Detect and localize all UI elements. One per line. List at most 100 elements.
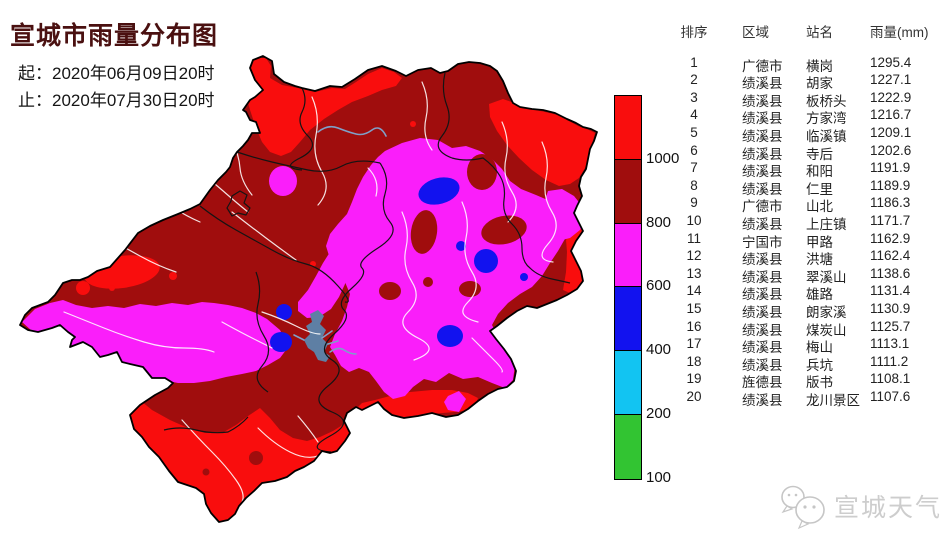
cell-region: 绩溪县	[742, 181, 783, 197]
cell-rank: 8	[690, 177, 698, 193]
header-rank: 排序	[680, 25, 708, 40]
cell-rank: 5	[690, 124, 698, 140]
rain-zone-600-800mm	[22, 138, 585, 412]
cell-rainfall: 1216.7	[870, 107, 912, 123]
table-row: 15 绩溪县 朗家溪 1130.9	[0, 300, 952, 320]
period: 起：2020年06月09日20时 止：2020年07月30日20时	[18, 60, 215, 114]
legend-segment	[615, 351, 641, 415]
cell-station: 煤炭山	[806, 322, 847, 338]
table-row: 1 广德市 横岗 1295.4	[0, 54, 952, 74]
cell-rainfall: 1107.6	[870, 388, 911, 404]
cell-rainfall: 1186.3	[870, 195, 911, 211]
cell-rank: 20	[686, 388, 702, 404]
cell-region: 广德市	[742, 58, 783, 74]
watermark: 宣城天气	[778, 482, 942, 530]
cell-region: 绩溪县	[742, 322, 783, 338]
cell-station: 雄路	[806, 287, 833, 303]
period-end: 止：2020年07月30日20时	[18, 91, 215, 110]
table-row: 7 绩溪县 和阳 1191.9	[0, 160, 952, 180]
legend-label: 600	[646, 277, 672, 295]
cell-rainfall: 1191.9	[870, 160, 911, 176]
cell-rainfall: 1222.9	[870, 89, 912, 105]
cell-station: 龙川景区	[806, 392, 860, 408]
cell-rank: 19	[686, 371, 702, 387]
cell-region: 旌德县	[742, 375, 783, 391]
cell-region: 绩溪县	[742, 216, 783, 232]
legend-segment	[615, 159, 641, 224]
cell-station: 板桥头	[806, 93, 847, 109]
cell-station: 仁里	[806, 181, 833, 197]
cell-rank: 13	[686, 265, 702, 281]
cell-station: 甲路	[806, 234, 833, 250]
cell-rank: 12	[686, 248, 702, 264]
cell-region: 宁国市	[742, 234, 783, 250]
cell-station: 版书	[806, 375, 833, 391]
cell-rainfall: 1202.6	[870, 142, 912, 158]
table-row: 6 绩溪县 寺后 1202.6	[0, 142, 952, 162]
header-rainfall: 雨量(mm)	[870, 25, 929, 40]
cell-station: 洪塘	[806, 252, 833, 268]
table-row: 20 绩溪县 龙川景区 1107.6	[0, 388, 952, 408]
legend-segment	[615, 287, 641, 352]
cell-region: 绩溪县	[742, 269, 783, 285]
cell-station: 胡家	[806, 76, 833, 92]
table-row: 13 绩溪县 翠溪山 1138.6	[0, 265, 952, 285]
wechat-icon	[781, 485, 825, 530]
cell-rank: 6	[690, 142, 698, 158]
cell-region: 绩溪县	[742, 357, 783, 373]
cell-rank: 18	[686, 353, 702, 369]
cell-station: 方家湾	[806, 111, 847, 127]
cell-rainfall: 1162.9	[870, 230, 911, 246]
cell-rainfall: 1111.2	[870, 353, 909, 369]
cell-rank: 17	[686, 336, 702, 352]
cell-region: 绩溪县	[742, 304, 783, 320]
cell-rank: 4	[690, 107, 698, 123]
cell-station: 上庄镇	[806, 216, 847, 232]
cell-rank: 9	[690, 195, 698, 211]
cell-rainfall: 1130.9	[870, 300, 911, 316]
page-title: 宣城市雨量分布图	[10, 22, 219, 50]
cell-station: 翠溪山	[806, 269, 847, 285]
cell-rank: 14	[686, 283, 702, 299]
cell-rainfall: 1227.1	[870, 72, 912, 88]
cell-rank: 1	[690, 54, 698, 70]
table-row: 17 绩溪县 梅山 1113.1	[0, 336, 952, 356]
cell-rainfall: 1138.6	[870, 265, 911, 281]
cell-region: 绩溪县	[742, 164, 783, 180]
cell-station: 和阳	[806, 164, 833, 180]
cell-rainfall: 1113.1	[870, 336, 910, 352]
cell-station: 横岗	[806, 58, 833, 74]
rain-zone-800-1000mm-islands	[202, 154, 527, 476]
cell-rank: 10	[686, 212, 702, 228]
cell-rainfall: 1125.7	[870, 318, 911, 334]
cell-rainfall: 1108.1	[870, 371, 911, 387]
cell-station: 临溪镇	[806, 128, 847, 144]
table-row: 10 绩溪县 上庄镇 1171.7	[0, 212, 952, 232]
cell-station: 兵坑	[806, 357, 833, 373]
header-station: 站名	[806, 25, 833, 40]
table-row: 19 旌德县 版书 1108.1	[0, 371, 952, 391]
table-row: 8 绩溪县 仁里 1189.9	[0, 177, 952, 197]
table-row: 5 绩溪县 临溪镇 1209.1	[0, 124, 952, 144]
cell-region: 绩溪县	[742, 392, 783, 408]
city-outline	[19, 55, 598, 523]
watermark-text: 宣城天气	[834, 494, 943, 522]
table-row: 12 绩溪县 洪塘 1162.4	[0, 248, 952, 268]
cell-rank: 16	[686, 318, 702, 334]
cell-region: 绩溪县	[742, 252, 783, 268]
cell-rank: 15	[686, 300, 702, 316]
cell-station: 梅山	[806, 340, 833, 356]
cell-station: 朗家溪	[806, 304, 847, 320]
cell-rainfall: 1295.4	[870, 54, 912, 70]
cell-rank: 3	[690, 89, 698, 105]
legend-label: 800	[646, 213, 672, 231]
legend-label: 1000	[646, 149, 680, 167]
header-region: 区域	[742, 25, 769, 40]
legend-segment	[615, 223, 641, 288]
reservoir	[293, 310, 339, 362]
cell-rank: 7	[690, 160, 698, 176]
cell-station: 山北	[806, 199, 833, 215]
legend-segment	[615, 414, 641, 479]
